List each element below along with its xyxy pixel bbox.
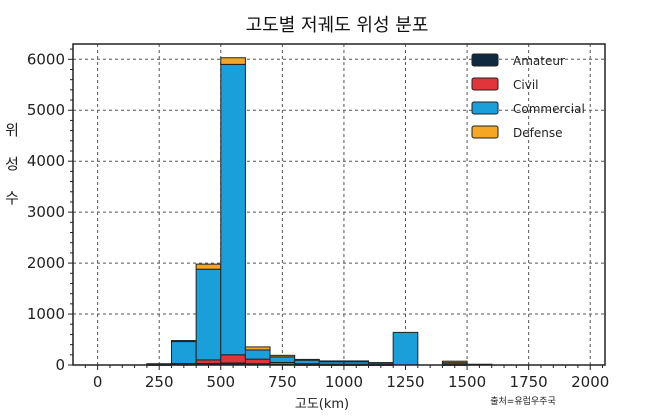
bar-commercial-300	[171, 341, 197, 364]
x-tick-label: 1250	[386, 373, 424, 391]
y-axis-label-char: 수	[5, 189, 19, 207]
x-tick-label: 1000	[325, 373, 363, 391]
x-axis-ticks: 0 250 500 750 1000 1250 1500 1750 2000	[84, 365, 609, 391]
legend-label-amateur: Amateur	[513, 54, 565, 68]
legend-label-civil: Civil	[513, 78, 538, 92]
legend-label-commercial: Commercial	[513, 102, 585, 116]
bar-defense-900	[318, 360, 345, 363]
bar-defense-800	[294, 358, 320, 361]
x-tick-label: 2000	[571, 373, 609, 391]
x-tick-label: 1500	[448, 373, 486, 391]
bar-civil-500	[220, 354, 246, 364]
bar-defense-600	[244, 346, 271, 351]
y-tick-label: 2000	[27, 254, 65, 272]
bar-defense-700	[269, 354, 296, 358]
bar-defense-300	[171, 340, 197, 343]
histogram-bars	[146, 57, 493, 366]
bar-defense-200	[146, 363, 173, 365]
legend-label-defense: Defense	[513, 126, 562, 140]
y-axis-label: 위성수	[5, 121, 19, 207]
bar-defense-1100	[368, 362, 394, 364]
y-axis-label-char: 위	[5, 121, 19, 139]
legend-swatch-commercial	[471, 101, 499, 115]
y-axis-label-char: 성	[5, 155, 19, 173]
y-tick-label: 4000	[27, 152, 65, 170]
bar-commercial-600	[244, 349, 271, 360]
bar-defense-1400	[441, 360, 468, 364]
legend-swatch-defense	[471, 125, 499, 139]
plot-frame	[72, 43, 606, 366]
x-tick-label: 250	[145, 373, 174, 391]
x-tick-label: 500	[206, 373, 235, 391]
bar-commercial-1200	[392, 331, 419, 366]
y-tick-label: 5000	[27, 101, 65, 119]
source-note: 출처=유럽우주국	[490, 395, 556, 407]
bar-commercial-800	[294, 359, 320, 365]
bar-civil-400	[195, 359, 222, 364]
legend: Amateur Civil Commercial Defense	[471, 53, 585, 140]
chart-title: 고도별 저궤도 위성 분포	[246, 15, 429, 36]
bar-civil-600	[244, 358, 271, 365]
legend-swatch-amateur	[471, 53, 499, 67]
y-tick-label: 1000	[27, 305, 65, 323]
y-tick-label: 0	[55, 356, 65, 374]
grid-lines	[73, 44, 605, 366]
legend-swatch-civil	[471, 77, 499, 91]
bar-defense-500	[220, 57, 246, 65]
x-tick-label: 0	[93, 373, 103, 391]
bar-commercial-700	[269, 356, 296, 363]
y-tick-label: 6000	[27, 50, 65, 68]
bar-defense-400	[195, 263, 222, 270]
y-tick-label: 3000	[27, 203, 65, 221]
bar-defense-1000	[343, 360, 370, 363]
x-tick-label: 750	[268, 373, 297, 391]
bar-commercial-400	[195, 268, 222, 361]
x-tick-label: 1750	[510, 373, 548, 391]
y-axis-ticks: 0 1000 2000 3000 4000 5000 6000	[27, 48, 73, 374]
bar-commercial-500	[220, 63, 246, 356]
x-axis-label: 고도(km)	[295, 397, 349, 412]
